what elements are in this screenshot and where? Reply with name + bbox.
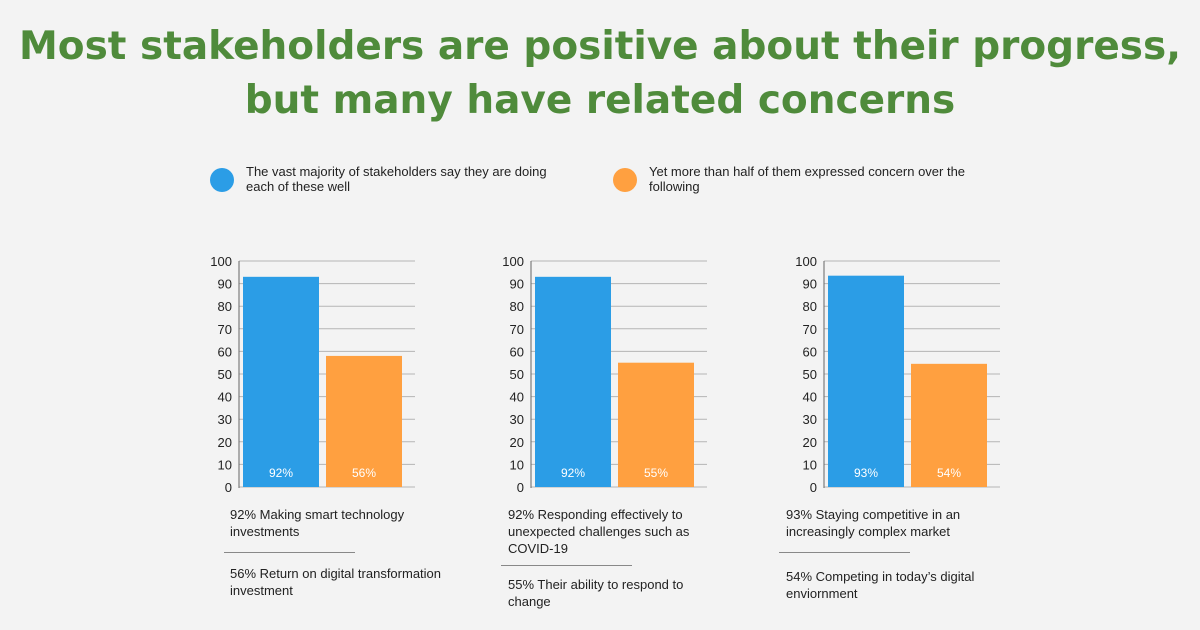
legend-concern-swatch (613, 168, 637, 192)
legend-positive-text: The vast majority of stakeholders say th… (246, 164, 547, 194)
chart-1: 100 90 80 70 60 50 40 30 20 10 0 92% 56% (205, 250, 465, 500)
y-tick-label: 20 (803, 435, 817, 450)
title-line-1: Most stakeholders are positive about the… (18, 24, 1182, 69)
chart-1-positive-label: 92% Making smart technology investments (230, 507, 405, 539)
chart-2: 100 90 80 70 60 50 40 30 20 10 0 92% 55% (497, 250, 757, 500)
y-tick-label: 80 (510, 299, 524, 314)
legend-positive: The vast majority of stakeholders say th… (210, 164, 566, 194)
y-tick-label: 100 (210, 254, 232, 269)
bar-concern (911, 363, 987, 487)
chart-3-positive-label: 93% Staying competitive in an increasing… (786, 507, 961, 539)
title-line-2: but many have related concerns (244, 78, 956, 123)
legend-positive-swatch (210, 168, 234, 192)
y-tick-label: 60 (218, 344, 232, 359)
y-tick-label: 0 (225, 480, 232, 495)
y-tick-label: 100 (795, 254, 817, 269)
y-tick-label: 10 (803, 457, 817, 472)
y-tick-label: 10 (218, 457, 232, 472)
bar-data-label: 92% (561, 466, 585, 480)
bar-data-label: 54% (937, 466, 961, 480)
legend-concern-text: Yet more than half of them expressed con… (649, 164, 966, 194)
bar-positive (243, 276, 319, 487)
legend-concern: Yet more than half of them expressed con… (613, 164, 969, 194)
y-tick-label: 30 (510, 412, 524, 427)
y-tick-label: 30 (803, 412, 817, 427)
bar-concern (618, 362, 694, 487)
chart-3-divider (779, 552, 910, 553)
bar-concern (326, 355, 402, 487)
y-tick-label: 50 (218, 367, 232, 382)
chart-1-divider (224, 552, 355, 553)
bar-data-label: 56% (352, 466, 376, 480)
bar-positive (828, 275, 904, 487)
bar-data-label: 55% (644, 466, 668, 480)
y-tick-label: 90 (218, 277, 232, 292)
chart-3: 100 90 80 70 60 50 40 30 20 10 0 93% 54% (790, 250, 1050, 500)
y-tick-label: 30 (218, 412, 232, 427)
y-tick-label: 20 (218, 435, 232, 450)
bar-data-label: 92% (269, 466, 293, 480)
y-tick-label: 70 (218, 322, 232, 337)
chart-1-concern-label: 56% Return on digital transformation inv… (230, 566, 442, 598)
y-tick-label: 90 (510, 277, 524, 292)
chart-3-concern-label: 54% Competing in today’s digital enviorn… (786, 569, 975, 601)
y-tick-label: 60 (803, 344, 817, 359)
y-tick-label: 20 (510, 435, 524, 450)
bar-data-label: 93% (854, 466, 878, 480)
bar-positive (535, 276, 611, 487)
y-tick-label: 40 (803, 390, 817, 405)
y-tick-label: 40 (218, 390, 232, 405)
y-tick-label: 0 (517, 480, 524, 495)
y-tick-label: 70 (803, 322, 817, 337)
y-tick-label: 80 (803, 299, 817, 314)
y-tick-label: 60 (510, 344, 524, 359)
chart-2-positive-label: 92% Responding effectively to unexpected… (508, 507, 690, 556)
y-tick-label: 50 (510, 367, 524, 382)
page-title: Most stakeholders are positive about the… (0, 20, 1200, 128)
y-tick-label: 80 (218, 299, 232, 314)
y-tick-label: 10 (510, 457, 524, 472)
y-tick-label: 0 (810, 480, 817, 495)
y-tick-label: 90 (803, 277, 817, 292)
chart-2-divider (501, 565, 632, 566)
y-tick-label: 100 (502, 254, 524, 269)
y-tick-label: 50 (803, 367, 817, 382)
y-tick-label: 70 (510, 322, 524, 337)
chart-2-concern-label: 55% Their ability to respond to change (508, 577, 684, 609)
y-tick-label: 40 (510, 390, 524, 405)
